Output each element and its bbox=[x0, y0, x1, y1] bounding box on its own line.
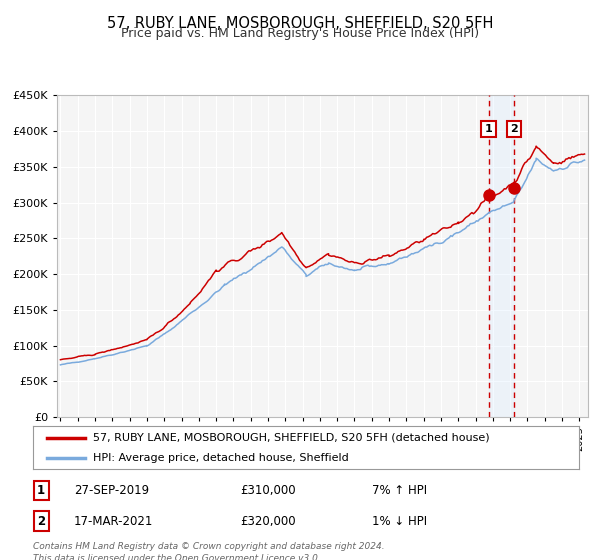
Text: HPI: Average price, detached house, Sheffield: HPI: Average price, detached house, Shef… bbox=[93, 452, 349, 463]
Text: 1: 1 bbox=[37, 484, 45, 497]
Text: 7% ↑ HPI: 7% ↑ HPI bbox=[371, 484, 427, 497]
Text: 2: 2 bbox=[510, 124, 518, 134]
Text: 57, RUBY LANE, MOSBOROUGH, SHEFFIELD, S20 5FH (detached house): 57, RUBY LANE, MOSBOROUGH, SHEFFIELD, S2… bbox=[93, 433, 490, 443]
Text: 27-SEP-2019: 27-SEP-2019 bbox=[74, 484, 149, 497]
Text: £310,000: £310,000 bbox=[241, 484, 296, 497]
Text: £320,000: £320,000 bbox=[241, 515, 296, 528]
Text: 1: 1 bbox=[485, 124, 493, 134]
Text: 57, RUBY LANE, MOSBOROUGH, SHEFFIELD, S20 5FH: 57, RUBY LANE, MOSBOROUGH, SHEFFIELD, S2… bbox=[107, 16, 493, 31]
Text: 17-MAR-2021: 17-MAR-2021 bbox=[74, 515, 154, 528]
Bar bbox=[488, 95, 514, 417]
Text: 2: 2 bbox=[37, 515, 45, 528]
Text: Contains HM Land Registry data © Crown copyright and database right 2024.
This d: Contains HM Land Registry data © Crown c… bbox=[33, 542, 385, 560]
Text: 1% ↓ HPI: 1% ↓ HPI bbox=[371, 515, 427, 528]
Text: Price paid vs. HM Land Registry's House Price Index (HPI): Price paid vs. HM Land Registry's House … bbox=[121, 27, 479, 40]
